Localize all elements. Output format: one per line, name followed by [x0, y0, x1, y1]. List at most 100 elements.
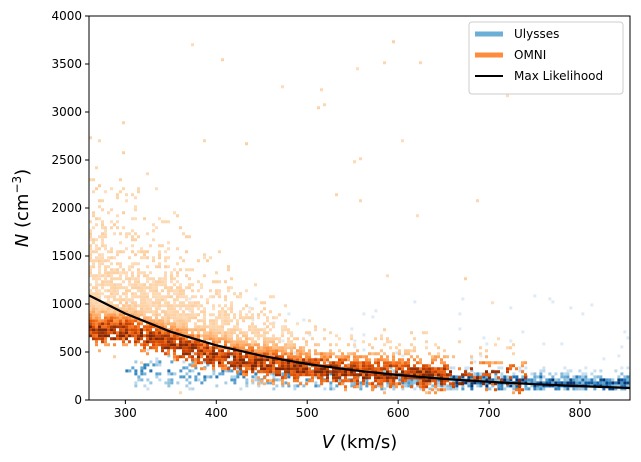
omni-bin — [176, 343, 179, 347]
omni-bin — [335, 370, 338, 374]
omni-bin — [95, 295, 98, 299]
omni-bin — [116, 277, 119, 281]
omni-bin — [230, 361, 233, 365]
omni-bin — [134, 217, 137, 221]
omni-bin — [356, 379, 359, 383]
omni-bin — [131, 292, 134, 296]
ulysses-bin — [371, 315, 375, 319]
ulysses-bin — [434, 387, 438, 391]
omni-bin — [155, 316, 158, 320]
omni-bin — [206, 355, 209, 359]
omni-bin — [110, 286, 113, 290]
omni-bin — [164, 250, 167, 254]
omni-bin — [506, 346, 509, 350]
omni-bin — [236, 364, 239, 368]
omni-bin — [167, 220, 170, 224]
omni-bin — [230, 328, 233, 332]
omni-bin — [416, 370, 419, 374]
omni-bin — [89, 235, 92, 239]
omni-bin — [101, 220, 104, 224]
omni-bin — [389, 385, 392, 389]
omni-bin — [104, 229, 107, 233]
omni-bin — [224, 343, 227, 347]
ulysses-bin — [155, 372, 159, 376]
ulysses-bin — [140, 369, 144, 373]
omni-bin — [152, 223, 155, 227]
omni-bin — [311, 379, 314, 383]
omni-bin — [95, 313, 98, 317]
omni-bin — [398, 361, 401, 365]
omni-bin — [386, 379, 389, 383]
omni-bin — [170, 337, 173, 341]
ulysses-bin — [179, 375, 183, 379]
omni-bin — [131, 298, 134, 302]
omni-bin — [212, 325, 215, 329]
omni-bin — [347, 355, 350, 359]
ulysses-bin — [536, 381, 540, 385]
omni-bin — [134, 253, 137, 257]
omni-bin — [248, 349, 251, 353]
omni-bin — [212, 319, 215, 323]
omni-bin — [227, 352, 230, 356]
omni-bin — [95, 343, 98, 347]
omni-bin — [164, 325, 167, 329]
omni-bin — [122, 343, 125, 347]
omni-bin — [251, 340, 254, 344]
omni-bin — [164, 220, 167, 224]
omni-bin — [197, 259, 200, 263]
omni-bin — [191, 331, 194, 335]
omni-bin — [512, 364, 515, 368]
omni-bin — [251, 358, 254, 362]
omni-bin — [257, 370, 260, 374]
omni-bin — [287, 361, 290, 365]
ulysses-bin — [407, 381, 411, 385]
ulysses-bin — [269, 372, 273, 376]
ulysses-bin — [563, 378, 567, 382]
omni-bin — [458, 340, 461, 344]
omni-bin — [284, 364, 287, 368]
omni-bin — [110, 325, 113, 329]
omni-bin — [326, 376, 329, 380]
omni-bin — [353, 358, 356, 362]
omni-bin — [377, 376, 380, 380]
ulysses-bin — [602, 387, 606, 391]
omni-bin — [245, 316, 248, 320]
omni-bin — [170, 322, 173, 326]
omni-bin — [161, 349, 164, 353]
omni-bin — [437, 346, 440, 350]
omni-bin — [254, 331, 257, 335]
omni-bin — [104, 226, 107, 230]
omni-bin — [164, 301, 167, 305]
omni-bin — [179, 328, 182, 332]
omni-bin — [167, 319, 170, 323]
omni-bin — [314, 370, 317, 374]
ulysses-bin — [194, 378, 198, 382]
omni-bin — [188, 277, 191, 281]
ulysses-bin — [554, 387, 558, 391]
omni-bin — [140, 322, 143, 326]
omni-bin — [89, 319, 92, 323]
omni-bin — [215, 271, 218, 275]
omni-bin — [494, 370, 497, 374]
omni-bin — [284, 346, 287, 350]
omni-bin — [212, 295, 215, 299]
omni-bin — [389, 346, 392, 350]
omni-bin — [281, 379, 284, 383]
omni-bin — [323, 370, 326, 374]
omni-bin — [206, 352, 209, 356]
omni-bin — [119, 232, 122, 236]
omni-bin — [338, 370, 341, 374]
omni-bin — [419, 373, 422, 377]
omni-bin — [89, 307, 92, 311]
omni-bin — [362, 355, 365, 359]
omni-bin — [128, 328, 131, 332]
omni-bin — [371, 385, 374, 389]
omni-bin — [299, 358, 302, 362]
omni-bin — [134, 310, 137, 314]
omni-bin — [386, 367, 389, 371]
ulysses-bin — [515, 378, 519, 382]
omni-bin — [419, 382, 422, 386]
ulysses-bin — [191, 351, 195, 355]
omni-bin — [173, 322, 176, 326]
omni-bin — [209, 295, 212, 299]
